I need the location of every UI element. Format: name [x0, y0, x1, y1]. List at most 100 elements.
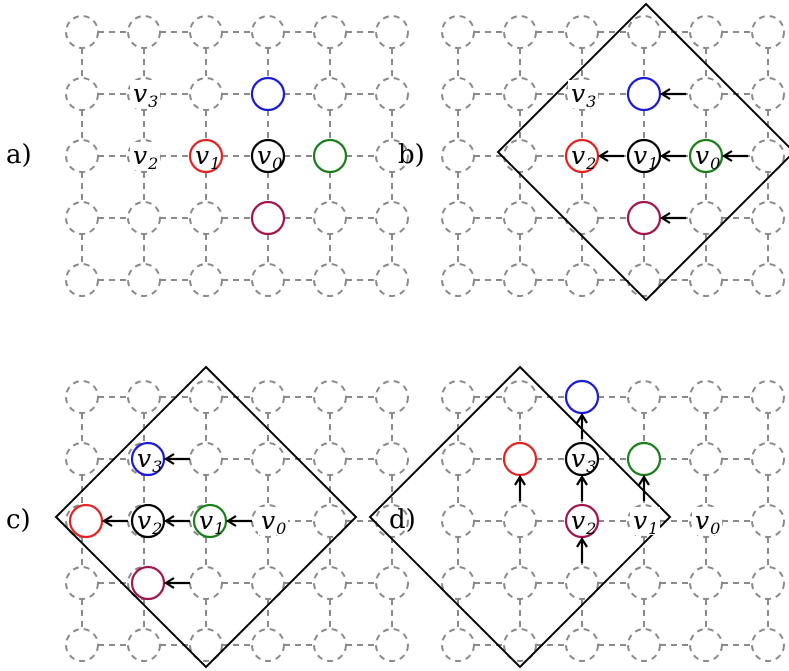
arrow-head — [659, 212, 671, 224]
label-backdrop — [568, 80, 598, 108]
site-label-v3: v3 — [137, 444, 162, 476]
lattice-site — [441, 139, 475, 173]
lattice-site — [127, 380, 161, 414]
arrow-head — [101, 515, 113, 527]
lattice-site — [313, 380, 347, 414]
lattice-site — [441, 628, 475, 662]
lattice-site — [127, 263, 161, 297]
arrow-head — [225, 515, 237, 527]
lattice-site — [503, 77, 537, 111]
lattice-site — [689, 566, 723, 600]
green-site-circle — [626, 441, 662, 477]
arrow-head — [514, 474, 526, 486]
blue-site-circle — [564, 379, 600, 415]
lattice-site — [751, 442, 785, 476]
lattice-site — [565, 628, 599, 662]
lattice-site — [689, 442, 723, 476]
label-backdrop — [130, 142, 160, 170]
red-site-circle — [502, 441, 538, 477]
green-site-circle — [312, 138, 348, 174]
arrow-head — [163, 577, 175, 589]
lattice-site — [503, 566, 537, 600]
purple-site-circle — [130, 565, 166, 601]
lattice-site — [127, 201, 161, 235]
lattice-site — [189, 263, 223, 297]
lattice-site — [127, 15, 161, 49]
label-backdrop — [630, 507, 660, 535]
lattice-site — [375, 566, 409, 600]
lattice-site — [313, 201, 347, 235]
lattice-site — [751, 504, 785, 538]
lattice-site — [627, 15, 661, 49]
lattice-site — [565, 263, 599, 297]
lattice-site — [313, 263, 347, 297]
panel-label-a: a) — [6, 140, 32, 170]
lattice-site — [751, 77, 785, 111]
label-backdrop — [258, 507, 288, 535]
lattice-site — [313, 566, 347, 600]
lattice-site — [565, 15, 599, 49]
lattice-site — [189, 380, 223, 414]
label-backdrop — [130, 80, 160, 108]
lattice-site — [751, 201, 785, 235]
arrow-head — [638, 474, 650, 486]
arrow-head — [576, 474, 588, 486]
lattice-site — [313, 628, 347, 662]
lattice-site — [65, 77, 99, 111]
lattice-site — [251, 442, 285, 476]
lattice-site — [313, 15, 347, 49]
blue-site-circle — [250, 76, 286, 112]
lattice-site — [441, 504, 475, 538]
lattice-site — [189, 201, 223, 235]
lattice-site — [751, 263, 785, 297]
lattice-site — [441, 77, 475, 111]
lattice-site — [375, 77, 409, 111]
lattice-site — [627, 380, 661, 414]
lattice-site — [689, 380, 723, 414]
lattice-site — [189, 442, 223, 476]
cone-diamond — [368, 365, 672, 669]
arrow-head — [721, 150, 733, 162]
label-backdrop — [692, 507, 722, 535]
black-site-circle — [250, 138, 286, 174]
lattice-site — [503, 380, 537, 414]
panel-label-c: c) — [6, 505, 31, 535]
arrow-head — [576, 412, 588, 424]
lattice-site — [189, 15, 223, 49]
lattice-site — [251, 628, 285, 662]
lattice-site — [503, 263, 537, 297]
lattice-site — [375, 263, 409, 297]
lattice-site — [627, 566, 661, 600]
lattice-site — [375, 380, 409, 414]
lattice-site — [751, 566, 785, 600]
lattice-site — [565, 201, 599, 235]
blue-site-circle — [626, 76, 662, 112]
lattice-site — [65, 566, 99, 600]
cone-diamond — [54, 365, 358, 669]
lattice-site — [65, 380, 99, 414]
lattice-site — [65, 263, 99, 297]
arrow-head — [576, 536, 588, 548]
red-site-circle — [188, 138, 224, 174]
cone-diamond — [496, 2, 789, 302]
arrow-head — [597, 150, 609, 162]
lattice-site — [503, 201, 537, 235]
site-label-v2: v2 — [137, 506, 162, 538]
lattice-site — [65, 15, 99, 49]
lattice-site — [251, 380, 285, 414]
arrow-head — [163, 453, 175, 465]
lattice-site — [751, 628, 785, 662]
lattice-site — [441, 15, 475, 49]
lattice-site — [189, 566, 223, 600]
arrow-head — [659, 88, 671, 100]
lattice-site — [375, 15, 409, 49]
lattice-site — [441, 263, 475, 297]
site-label-v3: v3 — [133, 79, 158, 111]
lattice-site — [65, 628, 99, 662]
lattice-site — [751, 15, 785, 49]
